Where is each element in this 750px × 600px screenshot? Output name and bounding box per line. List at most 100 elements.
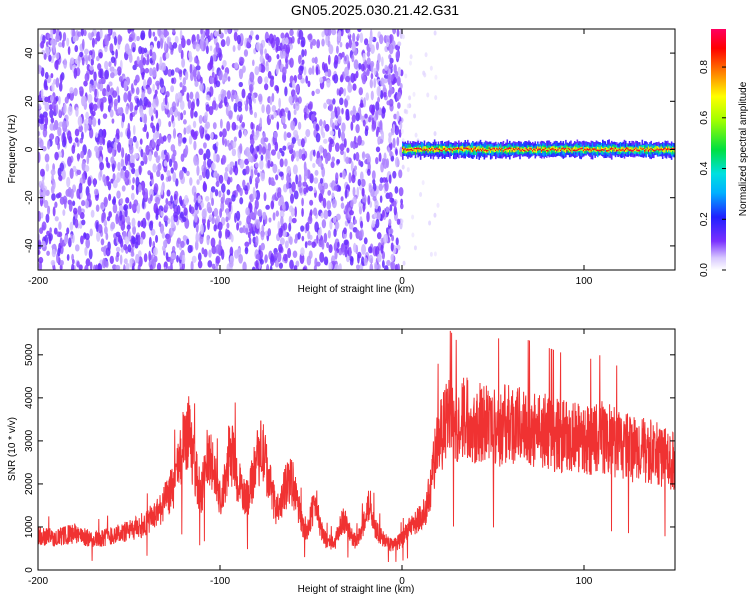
heatmap-cell [124,169,130,179]
heatmap-cell [580,148,582,154]
heatmap-cell [93,71,97,82]
heatmap-cell [655,149,658,151]
heatmap-cell [637,149,640,152]
heatmap-cell [121,185,126,192]
heatmap-cell [224,166,229,173]
heatmap-cell [132,135,137,143]
heatmap-cell [551,146,553,150]
heatmap-cell [152,31,156,37]
heatmap-cell [338,263,342,270]
heatmap-cell [117,95,121,104]
heatmap-cell [113,98,118,107]
heatmap-cell [85,56,88,66]
spectrogram-y-tick-label: 40 [24,47,35,59]
heatmap-cell [430,149,432,151]
heatmap-cell [80,235,84,245]
heatmap-cell [163,160,168,167]
heatmap-cell [160,184,164,196]
heatmap-cell [315,123,320,132]
heatmap-cell [238,220,242,226]
heatmap-cell [664,148,667,153]
heatmap-cell [44,115,49,126]
heatmap-cell [115,264,121,270]
heatmap-cell [79,212,85,220]
heatmap-cell [77,153,80,162]
heatmap-cell [260,64,266,73]
heatmap-cell [562,147,565,150]
heatmap-cell [356,186,360,198]
heatmap-cell [315,132,321,143]
heatmap-cell [459,148,461,150]
heatmap-cell [216,30,222,37]
heatmap-cell [301,153,306,161]
heatmap-cell [52,265,56,270]
heatmap-cell [183,127,187,135]
heatmap-cell [288,215,293,225]
heatmap-cell [116,251,120,258]
heatmap-cell [323,138,328,144]
heatmap-cell [179,211,184,219]
heatmap-cell [608,149,610,151]
heatmap-cell [361,151,365,159]
heatmap-cell [186,238,190,245]
heatmap-cell [140,30,146,41]
heatmap-cell [324,71,329,77]
heatmap-cell [506,149,509,153]
heatmap-cell [267,159,271,169]
heatmap-cell [290,120,296,131]
heatmap-cell [308,101,313,112]
heatmap-cell [264,254,268,263]
heatmap-cell [276,252,282,263]
heatmap-cell [99,168,103,178]
heatmap-cell [292,250,298,259]
heatmap-cell [636,149,639,152]
heatmap-cell [267,228,272,237]
heatmap-cell [99,137,103,146]
heatmap-cell [328,244,333,254]
heatmap-cell [301,148,306,154]
heatmap-cell [247,231,251,239]
heatmap-cell [58,221,62,231]
heatmap-cell [211,245,217,255]
heatmap-cell [265,104,271,115]
heatmap-cell [424,146,427,151]
heatmap-cell [343,227,347,235]
heatmap-cell [243,49,249,57]
heatmap-cell [644,145,646,153]
heatmap-cell [116,66,122,76]
heatmap-cell [432,150,435,152]
heatmap-cell [356,33,360,39]
heatmap-cell [418,147,421,150]
heatmap-cell [155,109,159,119]
heatmap-cell [75,106,79,117]
heatmap-cell [242,261,247,270]
heatmap-cell [284,86,288,97]
heatmap-cell [46,47,51,55]
heatmap-cell [232,165,236,173]
heatmap-cell [211,216,215,225]
heatmap-cell [268,217,272,223]
heatmap-cell [345,108,350,117]
heatmap-cell [123,244,128,251]
heatmap-cell [360,63,365,72]
heatmap-cell [217,221,223,231]
heatmap-cell [55,77,60,88]
heatmap-cell [353,219,358,225]
heatmap-cell [153,107,157,114]
heatmap-cell [328,104,334,112]
heatmap-cell [135,176,140,188]
heatmap-cell [273,131,278,139]
heatmap-cell [53,40,58,46]
heatmap-cell [245,226,249,235]
heatmap-cell [369,78,373,89]
heatmap-cell [312,207,318,216]
heatmap-cell [614,147,617,149]
heatmap-cell [200,224,204,235]
heatmap-cell [249,144,254,154]
heatmap-cell [335,106,341,116]
heatmap-cell [246,215,251,225]
heatmap-cell [559,149,562,152]
heatmap-cell [61,120,67,129]
snr-y-tick-label: 3000 [24,429,35,452]
heatmap-cell [134,105,139,111]
